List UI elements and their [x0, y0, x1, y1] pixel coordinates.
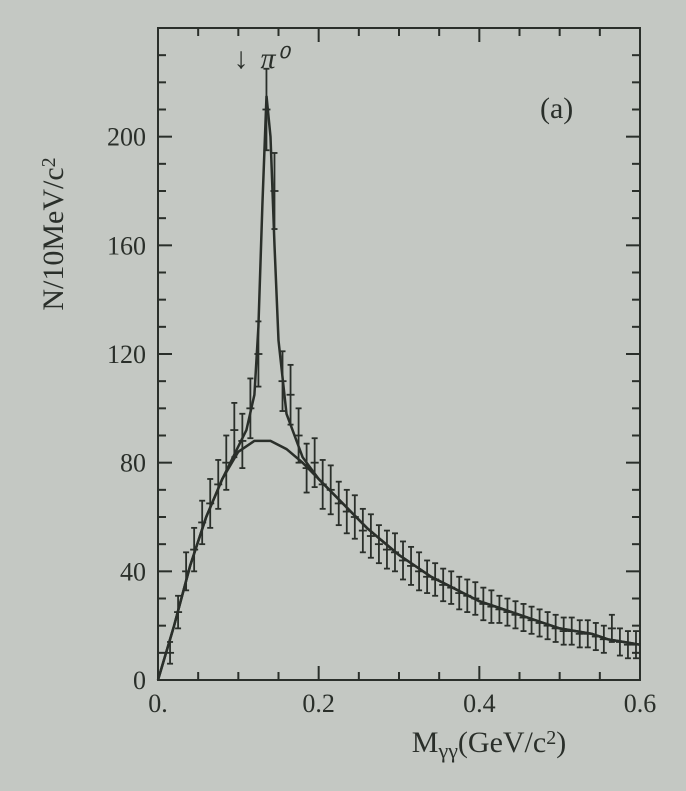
chart-bg	[0, 0, 686, 791]
y-axis-label: N/10MeV/c2	[37, 157, 70, 310]
y-tick-label: 80	[120, 449, 146, 478]
invariant-mass-chart: 0. 0.2 0.4 0.6 0 40 80 120 160 200 ↓ π⁰ (a) Mγγ(GeV/c…	[0, 0, 686, 791]
y-tick-label: 40	[120, 557, 146, 586]
y-tick-label: 200	[107, 123, 146, 152]
y-tick-label: 160	[107, 231, 146, 260]
y-tick-label: 120	[107, 340, 146, 369]
peak-label: π⁰	[260, 42, 291, 75]
x-tick-label: 0.	[148, 689, 168, 718]
y-tick-label: 0	[133, 666, 146, 695]
peak-arrow-icon: ↓	[233, 42, 248, 75]
x-tick-label: 0.2	[302, 689, 335, 718]
x-tick-label: 0.6	[624, 689, 657, 718]
panel-label: (a)	[540, 92, 573, 125]
x-tick-label: 0.4	[463, 689, 496, 718]
x-axis-label: Mγγ(GeV/c2)	[412, 726, 566, 763]
